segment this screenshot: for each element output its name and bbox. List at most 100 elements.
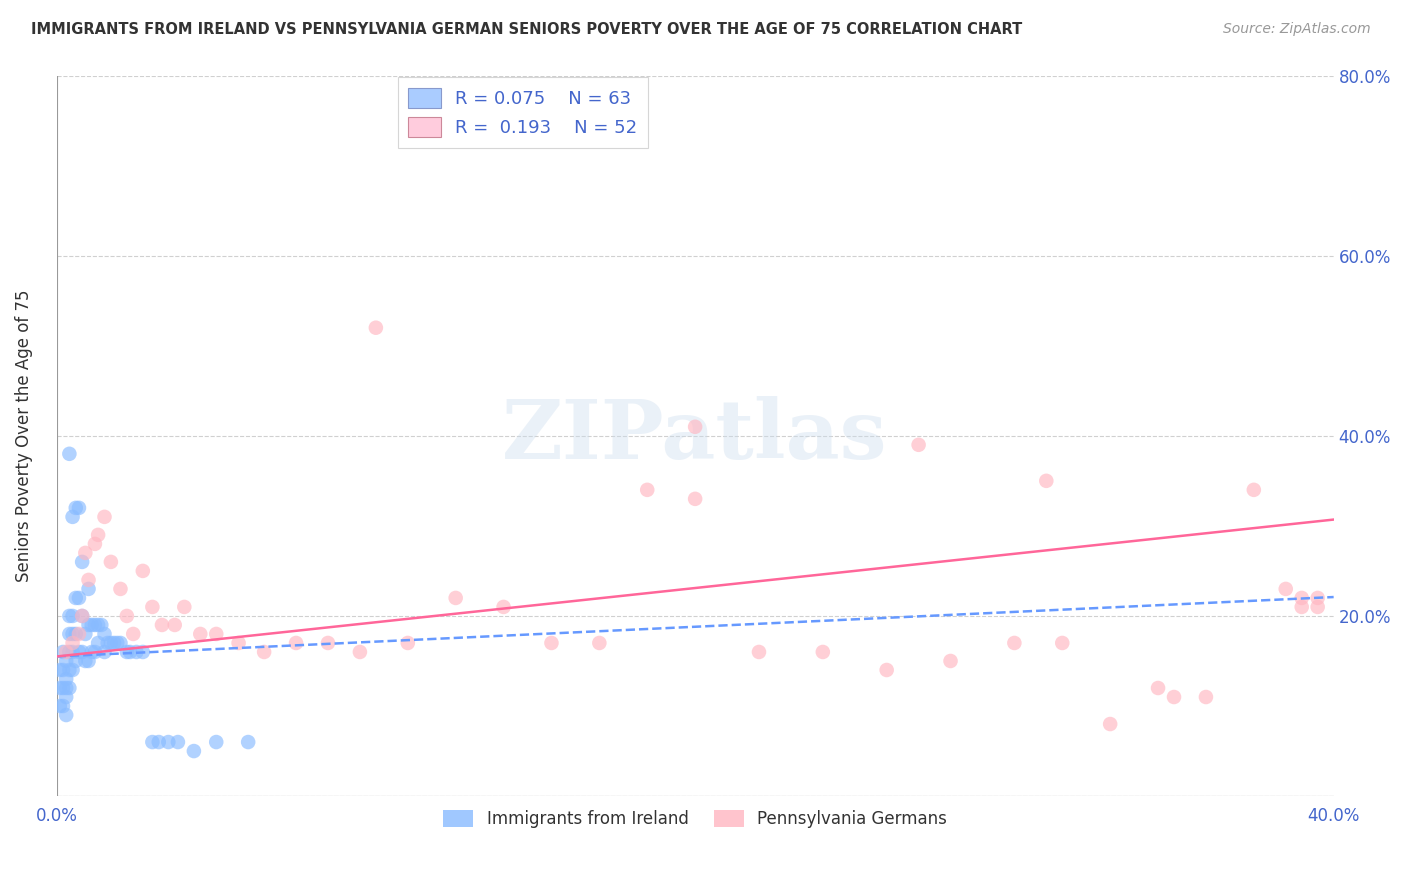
Point bbox=[65, 654, 87, 668]
Point bbox=[349, 645, 371, 659]
Point bbox=[188, 627, 211, 641]
Point bbox=[55, 708, 77, 723]
Text: ZIPatlas: ZIPatlas bbox=[502, 396, 887, 475]
Point bbox=[70, 609, 93, 624]
Point bbox=[148, 735, 170, 749]
Point bbox=[588, 636, 610, 650]
Point bbox=[80, 618, 103, 632]
Point bbox=[939, 654, 962, 668]
Point bbox=[93, 645, 115, 659]
Point bbox=[75, 654, 97, 668]
Point bbox=[492, 599, 515, 614]
Point bbox=[907, 438, 929, 452]
Point bbox=[115, 609, 138, 624]
Point bbox=[1291, 591, 1313, 605]
Point bbox=[157, 735, 180, 749]
Point bbox=[55, 645, 77, 659]
Point bbox=[65, 591, 87, 605]
Point bbox=[93, 509, 115, 524]
Point bbox=[62, 645, 84, 659]
Point bbox=[84, 618, 107, 632]
Point bbox=[118, 645, 141, 659]
Point bbox=[1035, 474, 1057, 488]
Point bbox=[70, 645, 93, 659]
Point bbox=[125, 645, 148, 659]
Point bbox=[141, 599, 163, 614]
Point bbox=[77, 582, 100, 596]
Point bbox=[55, 681, 77, 695]
Point bbox=[52, 663, 75, 677]
Point bbox=[58, 681, 80, 695]
Point bbox=[87, 528, 110, 542]
Point bbox=[132, 564, 155, 578]
Point bbox=[105, 636, 128, 650]
Point bbox=[77, 573, 100, 587]
Point bbox=[238, 735, 260, 749]
Point bbox=[55, 654, 77, 668]
Point bbox=[1163, 690, 1185, 704]
Point bbox=[683, 419, 706, 434]
Point bbox=[444, 591, 467, 605]
Point bbox=[55, 690, 77, 704]
Point bbox=[1195, 690, 1218, 704]
Point bbox=[1099, 717, 1122, 731]
Point bbox=[62, 627, 84, 641]
Point bbox=[1147, 681, 1170, 695]
Point bbox=[77, 618, 100, 632]
Point bbox=[1243, 483, 1265, 497]
Point bbox=[49, 698, 72, 713]
Point bbox=[93, 627, 115, 641]
Point bbox=[87, 636, 110, 650]
Point bbox=[540, 636, 562, 650]
Point bbox=[636, 483, 658, 497]
Point bbox=[122, 627, 145, 641]
Point bbox=[1002, 636, 1025, 650]
Point bbox=[90, 618, 112, 632]
Point bbox=[103, 636, 125, 650]
Point bbox=[167, 735, 190, 749]
Point bbox=[67, 627, 90, 641]
Point bbox=[55, 672, 77, 686]
Point bbox=[683, 491, 706, 506]
Point bbox=[65, 500, 87, 515]
Point bbox=[62, 509, 84, 524]
Point bbox=[876, 663, 898, 677]
Point bbox=[253, 645, 276, 659]
Point bbox=[84, 645, 107, 659]
Point bbox=[58, 663, 80, 677]
Point bbox=[100, 636, 122, 650]
Text: Source: ZipAtlas.com: Source: ZipAtlas.com bbox=[1223, 22, 1371, 37]
Point bbox=[163, 618, 186, 632]
Point bbox=[62, 609, 84, 624]
Point bbox=[228, 636, 250, 650]
Point bbox=[87, 618, 110, 632]
Point bbox=[316, 636, 339, 650]
Point bbox=[70, 555, 93, 569]
Point bbox=[150, 618, 173, 632]
Point bbox=[49, 663, 72, 677]
Point bbox=[52, 698, 75, 713]
Point bbox=[100, 555, 122, 569]
Point bbox=[62, 663, 84, 677]
Point bbox=[70, 609, 93, 624]
Point bbox=[285, 636, 308, 650]
Point bbox=[75, 627, 97, 641]
Point bbox=[52, 645, 75, 659]
Legend: Immigrants from Ireland, Pennsylvania Germans: Immigrants from Ireland, Pennsylvania Ge… bbox=[437, 803, 953, 835]
Point bbox=[67, 591, 90, 605]
Point bbox=[65, 627, 87, 641]
Point bbox=[110, 636, 132, 650]
Point bbox=[811, 645, 834, 659]
Point bbox=[67, 645, 90, 659]
Point bbox=[1274, 582, 1296, 596]
Point bbox=[205, 627, 228, 641]
Point bbox=[748, 645, 770, 659]
Point bbox=[58, 627, 80, 641]
Point bbox=[115, 645, 138, 659]
Point bbox=[58, 645, 80, 659]
Point bbox=[49, 681, 72, 695]
Point bbox=[183, 744, 205, 758]
Point bbox=[132, 645, 155, 659]
Point bbox=[67, 500, 90, 515]
Point bbox=[58, 609, 80, 624]
